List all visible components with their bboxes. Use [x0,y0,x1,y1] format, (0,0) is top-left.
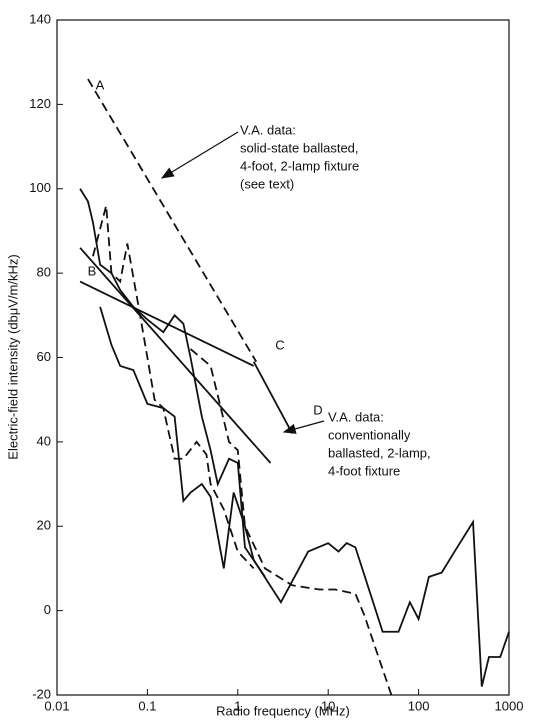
y-tick-label: 140 [29,11,51,26]
annotation: solid-state ballasted, [240,140,359,155]
x-axis-label: Radio frequency (MHz) [216,703,350,718]
data-line [79,280,255,367]
data-line [79,247,272,464]
annotation: 4-foot fixture [328,463,400,478]
annotation: B [88,263,97,278]
annotation: (see text) [240,176,294,191]
x-tick-label: 10 [321,698,335,713]
callout-arrow [160,131,239,179]
annotation: C [275,337,284,352]
y-tick-label: -20 [32,686,51,701]
y-tick-label: 40 [37,433,51,448]
annotation: 4-foot, 2-lamp fixture [240,158,359,173]
annotation: ballasted, 2-lamp, [328,445,431,460]
annotation: D [313,402,322,417]
data-line [99,306,510,687]
x-tick-label: 0.1 [138,698,156,713]
x-tick-label: 100 [408,698,430,713]
annotation: A [96,77,105,92]
data-line [189,348,393,696]
y-tick-label: 0 [44,602,51,617]
y-tick-label: 100 [29,180,51,195]
y-axis-label: Electric-field intensity (dbμV/m/kHz) [5,254,20,459]
annotation: V.A. data: [240,122,296,137]
x-tick-label: 1 [234,698,241,713]
y-tick-label: 60 [37,349,51,364]
x-tick-label: 1000 [495,698,524,713]
x-tick-label: 0.01 [44,698,69,713]
y-tick-label: 80 [37,265,51,280]
y-tick-label: 20 [37,518,51,533]
y-tick-label: 120 [29,96,51,111]
annotation: V.A. data: [328,409,384,424]
plot-frame [56,19,510,696]
annotation: conventionally [328,427,411,442]
data-line [87,78,258,363]
data-line [92,205,255,570]
data-line [252,361,294,434]
data-line [79,188,266,578]
